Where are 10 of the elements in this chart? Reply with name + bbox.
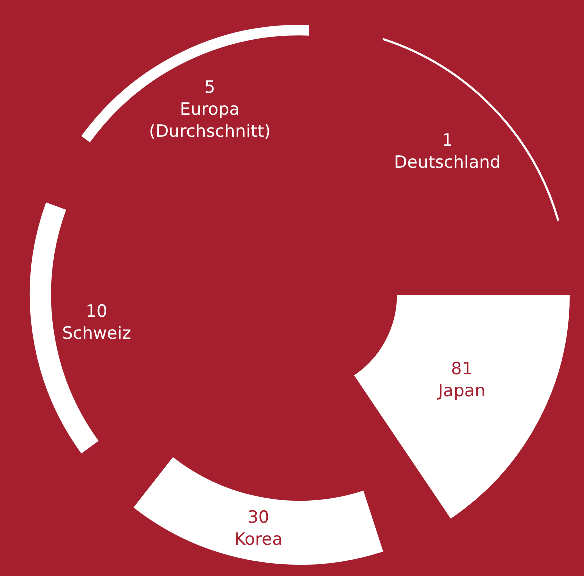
category-label: Korea [234, 530, 283, 550]
data-label: 5 [204, 78, 216, 98]
category-label: Japan [437, 382, 486, 402]
category-label: Europa (Durchschnitt) [149, 100, 271, 142]
data-label: 10 [86, 302, 108, 322]
data-label: 30 [248, 508, 270, 528]
category-label: Deutschland [394, 152, 501, 173]
data-label: 1 [442, 130, 454, 151]
data-label: 81 [451, 360, 473, 380]
category-label: Schweiz [62, 324, 132, 344]
